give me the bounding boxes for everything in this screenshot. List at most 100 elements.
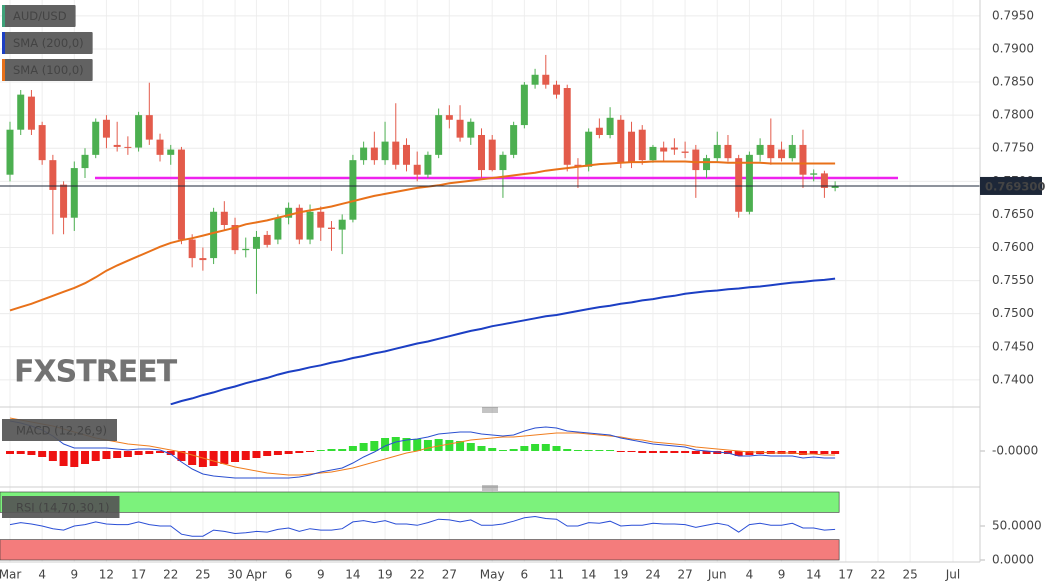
histogram-bar bbox=[616, 451, 625, 452]
histogram-bar bbox=[509, 449, 518, 451]
histogram-bar bbox=[209, 451, 218, 466]
x-tick-label: 22 bbox=[163, 568, 178, 582]
candle-body bbox=[177, 149, 185, 240]
candle-body bbox=[499, 154, 507, 171]
candle-body bbox=[220, 211, 228, 225]
histogram-bar bbox=[327, 449, 336, 451]
x-tick-label: Mar bbox=[0, 568, 21, 582]
candle-body bbox=[17, 94, 25, 130]
x-tick-label: 17 bbox=[131, 568, 146, 582]
plot bbox=[0, 54, 980, 537]
candle-body bbox=[756, 144, 764, 155]
histogram-bar bbox=[648, 451, 657, 453]
x-tick-label: 12 bbox=[99, 568, 114, 582]
candle-body bbox=[210, 211, 218, 259]
candle-body bbox=[81, 154, 89, 169]
candle-body bbox=[242, 248, 250, 251]
candle-body bbox=[263, 234, 271, 245]
candle-body bbox=[831, 185, 839, 188]
histogram-bar bbox=[477, 446, 486, 451]
x-tick-label: 11 bbox=[549, 568, 564, 582]
indicator-box bbox=[2, 496, 120, 518]
candle-body bbox=[520, 84, 528, 126]
y-tick-label: 0.7500 bbox=[992, 306, 1034, 320]
y-tick-label: 0.7850 bbox=[992, 75, 1034, 89]
histogram-bar bbox=[627, 451, 636, 452]
histogram-bar bbox=[820, 451, 829, 454]
y-tick-label: 0.0000 bbox=[992, 553, 1034, 567]
macd-line bbox=[9, 420, 836, 479]
histogram-bar bbox=[798, 451, 807, 455]
candle-body bbox=[713, 144, 721, 159]
histogram-bar bbox=[734, 451, 743, 456]
x-tick-label: 14 bbox=[345, 568, 360, 582]
candle-body bbox=[585, 131, 593, 167]
candle-body bbox=[628, 131, 636, 163]
histogram-bar bbox=[231, 451, 240, 462]
histogram-bar bbox=[188, 451, 197, 465]
x-tick-label: 17 bbox=[838, 568, 853, 582]
x-tick-label: Apr bbox=[246, 568, 267, 582]
legend-box bbox=[2, 59, 93, 81]
candle-body bbox=[124, 146, 132, 148]
y-tick-label: 0.7750 bbox=[992, 141, 1034, 155]
candle-body bbox=[542, 74, 550, 85]
candle-body bbox=[370, 147, 378, 161]
histogram-bar bbox=[691, 451, 700, 454]
histogram-bar bbox=[713, 451, 722, 454]
grid: FXSTREET bbox=[0, 0, 985, 562]
x-tick-label: 22 bbox=[870, 568, 885, 582]
overlay: Mar 4 9 12 17 22 25 30 Apr 6 9 14 19 22 27 May 6 11 14 19 24… bbox=[0, 0, 1045, 582]
candle-body bbox=[692, 149, 700, 171]
candle-body bbox=[252, 236, 260, 249]
candle-body bbox=[553, 84, 561, 95]
candle-body bbox=[295, 207, 303, 240]
y-tick-label: 0.7800 bbox=[992, 108, 1034, 122]
candle-body bbox=[92, 121, 100, 155]
histogram-bar bbox=[316, 450, 325, 451]
histogram-bar bbox=[123, 451, 132, 457]
watermark: FXSTREET bbox=[14, 355, 178, 390]
candle-body bbox=[478, 135, 485, 171]
x-tick-label: 9 bbox=[778, 568, 786, 582]
histogram-bar bbox=[445, 440, 454, 451]
candle-body bbox=[703, 158, 711, 171]
candle-body bbox=[445, 115, 453, 120]
histogram-bar bbox=[584, 450, 593, 451]
histogram-bar bbox=[552, 446, 561, 451]
histogram-bar bbox=[606, 450, 615, 451]
x-tick-label: 19 bbox=[613, 568, 628, 582]
indicator-box bbox=[2, 419, 117, 441]
resize-handle[interactable] bbox=[482, 407, 498, 413]
histogram-bar bbox=[156, 451, 165, 453]
signal-line bbox=[9, 417, 836, 476]
histogram-bar bbox=[113, 451, 122, 458]
sma-line bbox=[9, 160, 836, 312]
histogram-bar bbox=[359, 443, 368, 451]
resize-handle[interactable] bbox=[482, 485, 498, 491]
oversold-band bbox=[0, 539, 840, 561]
candle-body bbox=[135, 115, 143, 148]
histogram-bar bbox=[370, 441, 379, 451]
legend-label: SMA (100,0) bbox=[13, 63, 84, 77]
candle-body bbox=[467, 121, 475, 138]
histogram-bar bbox=[402, 438, 411, 451]
x-tick-label: 9 bbox=[317, 568, 325, 582]
candle-body bbox=[274, 217, 282, 240]
candle-body bbox=[595, 127, 603, 135]
x-tick-label: 14 bbox=[806, 568, 821, 582]
histogram-bar bbox=[91, 451, 100, 461]
y-tick-label: 0.7400 bbox=[992, 372, 1034, 386]
candle-body bbox=[6, 129, 14, 175]
y-tick-label: 50.0000 bbox=[992, 519, 1042, 533]
y-tick-label: 0.7900 bbox=[992, 41, 1034, 55]
histogram-bar bbox=[745, 451, 754, 455]
y-tick-label: 0.7650 bbox=[992, 207, 1034, 221]
histogram-bar bbox=[413, 439, 422, 451]
histogram-bar bbox=[81, 451, 90, 464]
overbought-band bbox=[0, 491, 840, 513]
histogram-bar bbox=[681, 451, 690, 453]
histogram-bar bbox=[6, 451, 14, 454]
y-tick-label: 0.7450 bbox=[992, 339, 1034, 353]
candle-body bbox=[456, 119, 464, 138]
